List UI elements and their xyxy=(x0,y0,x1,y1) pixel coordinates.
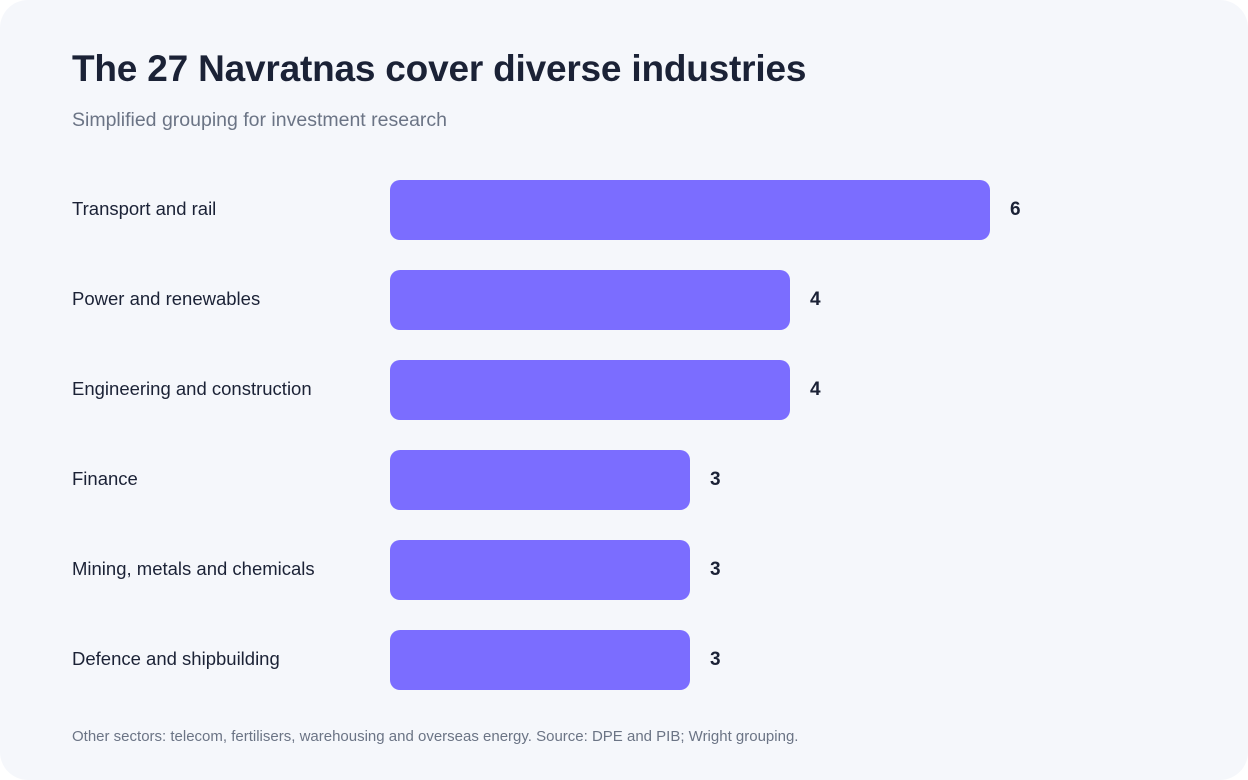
bar xyxy=(390,360,790,420)
value-label: 4 xyxy=(810,289,821,310)
chart-subtitle: Simplified grouping for investment resea… xyxy=(72,109,448,131)
value-label: 3 xyxy=(710,649,721,670)
bar-row: Transport and rail 6 xyxy=(72,180,1021,240)
category-label: Transport and rail xyxy=(72,198,216,219)
bar-row: Engineering and construction 4 xyxy=(72,360,821,420)
bar-row: Finance 3 xyxy=(72,450,721,510)
category-label: Engineering and construction xyxy=(72,378,312,399)
bar xyxy=(390,630,690,690)
bar-chart: Transport and rail 6 Power and renewables 4… xyxy=(72,180,1021,690)
bar xyxy=(390,540,690,600)
bar xyxy=(390,270,790,330)
chart-footnote: Other sectors: telecom, fertilisers, war… xyxy=(72,728,799,745)
bar xyxy=(390,450,690,510)
bar-row: Mining, metals and chemicals 3 xyxy=(72,540,721,600)
bar-row: Defence and shipbuilding 3 xyxy=(72,630,721,690)
category-label: Mining, metals and chemicals xyxy=(72,558,315,579)
category-label: Defence and shipbuilding xyxy=(72,648,280,669)
value-label: 4 xyxy=(810,379,821,400)
value-label: 6 xyxy=(1010,199,1021,220)
category-label: Finance xyxy=(72,468,138,489)
value-label: 3 xyxy=(710,469,721,490)
bar xyxy=(390,180,990,240)
category-label: Power and renewables xyxy=(72,288,260,309)
value-label: 3 xyxy=(710,559,721,580)
chart-title: The 27 Navratnas cover diverse industrie… xyxy=(72,48,807,89)
bar-row: Power and renewables 4 xyxy=(72,270,821,330)
